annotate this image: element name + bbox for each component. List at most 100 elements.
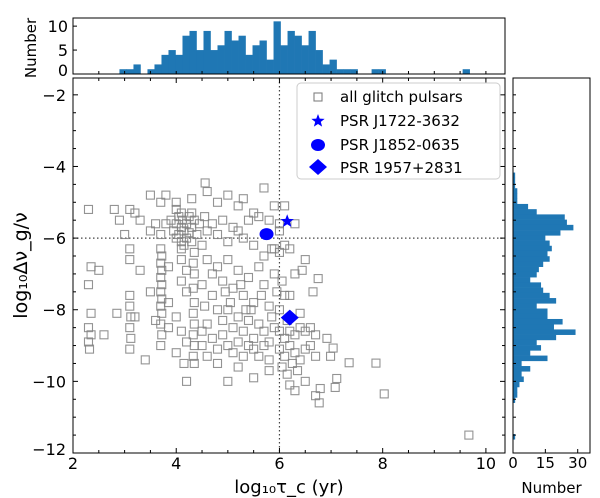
- data-point: [157, 308, 167, 318]
- data-point: [130, 312, 140, 322]
- data-point: [371, 358, 381, 368]
- y-tick-label: −2: [42, 86, 66, 105]
- data-point: [94, 265, 104, 275]
- histogram-bar: [513, 292, 550, 299]
- data-point: [135, 215, 145, 225]
- data-point: [125, 301, 135, 311]
- top-histogram-bars: [119, 21, 470, 75]
- histogram-bar: [513, 188, 518, 194]
- histogram-bar: [175, 54, 183, 74]
- data-point: [156, 272, 166, 283]
- data-point: [305, 323, 315, 333]
- data-point: [295, 308, 305, 318]
- data-point: [259, 341, 269, 351]
- data-point: [212, 229, 223, 240]
- data-point: [223, 190, 233, 200]
- data-point: [280, 290, 290, 300]
- data-point: [157, 330, 167, 340]
- data-point: [241, 305, 251, 315]
- histogram-bar: [280, 45, 288, 74]
- data-point: [322, 333, 332, 343]
- histogram-bar: [513, 198, 518, 205]
- histogram-bar: [329, 59, 337, 74]
- x-tick-label: 2: [68, 454, 78, 473]
- data-point: [202, 319, 212, 329]
- data-point: [233, 312, 243, 322]
- data-point: [290, 219, 300, 229]
- histogram-bar: [513, 245, 552, 252]
- data-point: [120, 229, 130, 240]
- histogram-bar: [513, 214, 565, 220]
- top-axes-frame: [72, 17, 506, 75]
- data-point: [189, 298, 199, 308]
- data-point: [163, 323, 174, 333]
- data-point: [379, 389, 389, 399]
- histogram-bar: [513, 360, 522, 367]
- histogram-bar: [513, 235, 546, 241]
- histogram-bar: [154, 64, 162, 74]
- histogram-bar: [217, 45, 225, 74]
- data-point: [300, 255, 310, 265]
- data-point: [202, 186, 212, 197]
- histogram-bar: [513, 271, 537, 278]
- histogram-bar: [224, 30, 232, 74]
- histogram-bar: [462, 69, 470, 74]
- data-point: [125, 323, 135, 333]
- data-point: [269, 269, 279, 279]
- histogram-bar: [513, 261, 544, 267]
- histogram-bar: [513, 250, 548, 257]
- data-point: [225, 298, 235, 308]
- histogram-bar: [147, 69, 155, 74]
- histogram-bar: [513, 256, 550, 262]
- histogram-bar: [203, 30, 211, 74]
- histogram-bar: [294, 35, 302, 74]
- data-point: [197, 240, 207, 250]
- histogram-bar: [245, 54, 253, 74]
- histogram-bar: [287, 30, 295, 74]
- right-x-tick-label: 0: [508, 454, 518, 472]
- data-point: [130, 208, 140, 218]
- data-point: [188, 308, 198, 318]
- histogram-bar: [350, 69, 358, 74]
- data-point: [238, 233, 248, 243]
- data-point: [176, 255, 186, 265]
- data-point: [218, 330, 228, 340]
- data-point: [126, 333, 136, 343]
- data-point: [200, 301, 210, 311]
- data-point: [189, 319, 199, 329]
- top-y-tick-label: 10: [48, 17, 68, 36]
- data-point: [125, 290, 135, 300]
- data-point: [156, 229, 166, 240]
- data-point: [171, 197, 181, 207]
- data-point: [188, 330, 198, 340]
- data-point: [233, 337, 243, 347]
- data-point: [83, 204, 94, 214]
- data-point: [290, 348, 300, 358]
- data-point: [207, 219, 217, 229]
- histogram-bar: [259, 40, 267, 74]
- data-point: [161, 190, 171, 200]
- data-point: [192, 229, 202, 240]
- histogram-bar: [301, 45, 309, 74]
- data-point: [228, 348, 238, 358]
- legend-label: PSR J1852-0635: [340, 136, 460, 154]
- histogram-bar: [513, 282, 542, 288]
- top-y-tick-label: 5: [58, 41, 68, 60]
- data-point: [145, 226, 155, 236]
- diamond-marker-psr-1957-2831: [280, 309, 299, 326]
- data-point: [156, 244, 166, 254]
- histogram-bar: [513, 376, 524, 383]
- x-tick-label: 8: [378, 454, 388, 473]
- data-point: [220, 287, 230, 297]
- data-point: [332, 373, 342, 384]
- histogram-bar: [513, 183, 516, 189]
- histogram-bar: [168, 50, 176, 74]
- histogram-bar: [513, 193, 518, 200]
- data-point: [280, 201, 290, 211]
- data-point: [330, 382, 340, 393]
- histogram-bar: [119, 69, 127, 74]
- data-point: [313, 274, 323, 284]
- data-point: [156, 287, 166, 297]
- data-point: [243, 272, 254, 283]
- data-point: [274, 344, 285, 354]
